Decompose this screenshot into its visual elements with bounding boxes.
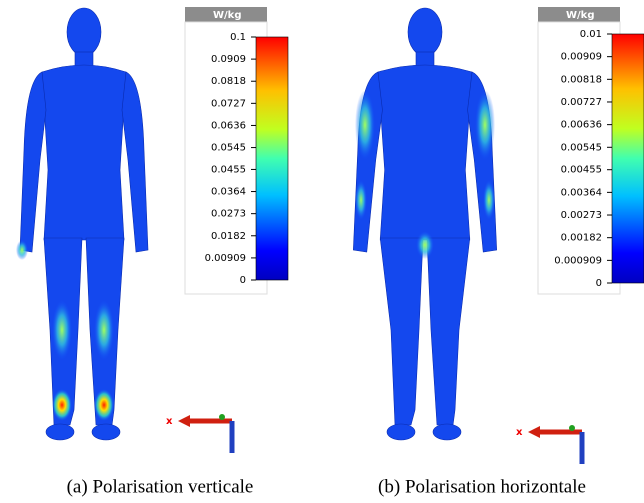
colorbar-tick-label: 0.00182 <box>561 233 602 244</box>
neck <box>74 51 94 67</box>
caption: (a) Polarisation verticale <box>67 476 254 497</box>
neck <box>415 51 435 67</box>
hotspot <box>355 180 367 220</box>
axis-label: x <box>166 416 173 427</box>
axis-label: x <box>516 427 523 438</box>
head <box>407 7 443 57</box>
colorbar-tick-label: 0.00364 <box>561 187 602 198</box>
hotspot <box>94 300 114 360</box>
colorbar-tick-label: 0.00636 <box>561 120 602 131</box>
colorbar-tick-label: 0.0273 <box>211 209 246 220</box>
colorbar-tick-label: 0.0727 <box>211 98 246 109</box>
axis-arrow-y <box>219 414 225 420</box>
right-leg <box>426 237 471 426</box>
colorbar-tick-label: 0.00455 <box>561 165 602 176</box>
colorbar-unit: W/kg <box>566 10 595 21</box>
axis-arrow-y <box>569 425 575 431</box>
axis-arrowhead-x <box>528 426 540 438</box>
colorbar-tick-label: 0.000909 <box>554 255 602 266</box>
hotspot <box>416 231 434 259</box>
colorbar-tick-label: 0.00727 <box>561 97 602 108</box>
left-arm <box>19 71 47 253</box>
hotspot <box>355 90 375 160</box>
colorbar-tick-label: 0.0455 <box>211 164 246 175</box>
hotspot <box>16 240 28 260</box>
colorbar-header <box>538 7 620 22</box>
colorbar-tick-label: 0.0818 <box>211 76 246 87</box>
head <box>66 7 102 57</box>
right-arm <box>121 71 149 253</box>
colorbar-tick-label: 0.0636 <box>211 120 246 131</box>
colorbar-tick-label: 0 <box>240 275 246 286</box>
colorbar-panel <box>184 21 268 295</box>
left-leg <box>379 237 424 426</box>
colorbar-panel <box>537 21 621 295</box>
caption: (b) Polarisation horizontale <box>378 476 586 497</box>
colorbar-tick-label: 0.00273 <box>561 210 602 221</box>
colorbar-tick-label: 0.00909 <box>205 253 246 264</box>
colorbar-tick-label: 0.00545 <box>561 142 602 153</box>
colorbar-tick-label: 0 <box>596 278 602 289</box>
colorbar-tick-label: 0.0364 <box>211 187 246 198</box>
colorbar-tick-label: 0.00909 <box>561 52 602 63</box>
hotspot <box>475 90 495 160</box>
body-model <box>19 7 149 441</box>
colorbar-tick-label: 0.1 <box>230 32 246 43</box>
colorbar-tick-label: 0.0545 <box>211 143 246 154</box>
hotspot <box>52 389 72 421</box>
colorbar <box>255 36 289 281</box>
hotspot <box>52 300 72 360</box>
colorbar-tick-label: 0.01 <box>580 29 602 40</box>
torso <box>41 64 127 241</box>
colorbar-header <box>185 7 267 22</box>
left-foot <box>45 423 75 441</box>
right-foot <box>91 423 121 441</box>
axis-arrowhead-x <box>178 415 190 427</box>
colorbar <box>611 33 644 284</box>
colorbar-unit: W/kg <box>213 10 242 21</box>
body-model <box>353 7 497 441</box>
hotspot <box>483 180 495 220</box>
left-foot <box>386 423 416 441</box>
torso <box>377 64 473 241</box>
right-foot <box>432 423 462 441</box>
colorbar-tick-label: 0.0182 <box>211 231 246 242</box>
hotspot <box>94 389 114 421</box>
colorbar-tick-label: 0.0909 <box>211 54 246 65</box>
colorbar-tick-label: 0.00818 <box>561 74 602 85</box>
